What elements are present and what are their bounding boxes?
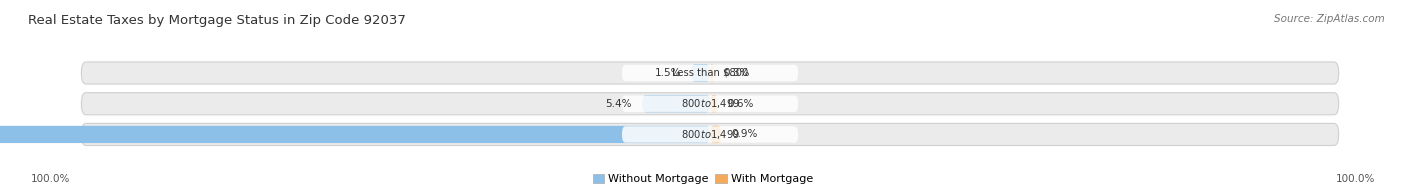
FancyBboxPatch shape [692, 64, 710, 82]
Text: 5.4%: 5.4% [606, 99, 633, 109]
Text: 1.5%: 1.5% [655, 68, 681, 78]
Text: Less than $800: Less than $800 [672, 68, 748, 78]
Text: 0.6%: 0.6% [728, 99, 754, 109]
Text: $800 to $1,499: $800 to $1,499 [681, 128, 740, 141]
FancyBboxPatch shape [710, 95, 717, 112]
Text: 0.3%: 0.3% [724, 68, 751, 78]
FancyBboxPatch shape [82, 62, 1339, 84]
FancyBboxPatch shape [643, 95, 710, 112]
FancyBboxPatch shape [621, 65, 799, 81]
Text: 0.9%: 0.9% [731, 129, 758, 139]
Text: $800 to $1,499: $800 to $1,499 [681, 97, 740, 110]
FancyBboxPatch shape [82, 123, 1339, 145]
Text: 100.0%: 100.0% [31, 174, 70, 184]
FancyBboxPatch shape [710, 64, 714, 82]
Text: Source: ZipAtlas.com: Source: ZipAtlas.com [1274, 14, 1385, 24]
FancyBboxPatch shape [621, 126, 799, 143]
Text: Real Estate Taxes by Mortgage Status in Zip Code 92037: Real Estate Taxes by Mortgage Status in … [28, 14, 406, 27]
FancyBboxPatch shape [82, 93, 1339, 115]
Text: 100.0%: 100.0% [1336, 174, 1375, 184]
FancyBboxPatch shape [0, 126, 710, 143]
FancyBboxPatch shape [710, 126, 721, 143]
FancyBboxPatch shape [621, 95, 799, 112]
Legend: Without Mortgage, With Mortgage: Without Mortgage, With Mortgage [588, 169, 818, 189]
